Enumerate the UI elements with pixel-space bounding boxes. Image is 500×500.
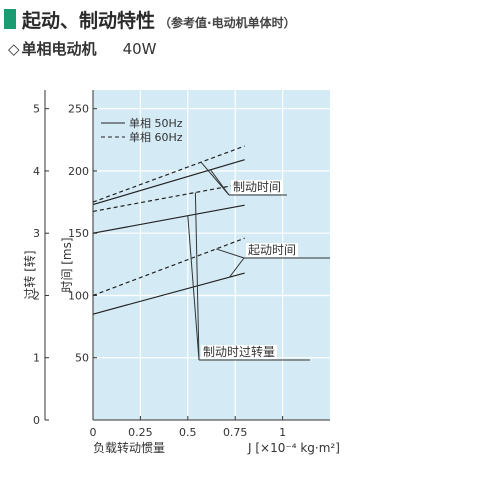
callout-label: 制动时间	[233, 180, 281, 194]
callout-leader	[187, 215, 200, 361]
callout-leader	[200, 161, 230, 196]
series-line-60hz	[92, 182, 245, 213]
series-line-50hz	[92, 159, 245, 206]
series-line-50hz	[92, 272, 245, 315]
diamond-icon: ◇	[8, 40, 20, 58]
motor-power: 40W	[122, 40, 157, 58]
series-line-60hz	[92, 237, 245, 297]
x-tick-label: 0.75	[223, 426, 248, 439]
overrun-tick-label: 4	[33, 165, 40, 178]
callout-leader	[216, 248, 245, 259]
x-axis-unit: J [×10⁻⁴ kg·m²]	[247, 441, 340, 455]
x-axis-label: 负载转动惯量	[93, 440, 165, 455]
callout-label-bg	[201, 345, 277, 359]
x-tick-label: 0.5	[179, 426, 197, 439]
series-line-60hz	[92, 145, 245, 203]
callout-leader	[229, 257, 245, 278]
x-tick-label: 0	[90, 426, 97, 439]
callout-label: 起动时间	[248, 243, 296, 257]
legend-label: 单相 60Hz	[129, 131, 183, 144]
callout-label: 制动时过转量	[203, 344, 275, 359]
motor-type: 单相电动机	[21, 40, 97, 58]
overrun-axis-label: 过转 [转]	[22, 250, 37, 299]
page-subtitle: （参考值·电动机单体时）	[159, 16, 296, 30]
y-tick-label: 100	[68, 289, 89, 302]
page-title: 起动、制动特性 （参考值·电动机单体时）	[22, 10, 296, 32]
y-tick-label: 200	[68, 165, 89, 178]
overrun-tick-label: 0	[33, 414, 40, 427]
overrun-tick-label: 1	[33, 352, 40, 365]
overrun-tick-label: 3	[33, 227, 40, 240]
section-heading: ◇ 单相电动机 40W	[8, 38, 156, 59]
legend-label: 单相 50Hz	[129, 117, 183, 130]
x-tick-label: 1	[279, 426, 286, 439]
overrun-tick-label: 2	[33, 289, 40, 302]
x-tick-label: 0.25	[128, 426, 153, 439]
overrun-tick-label: 5	[33, 103, 40, 116]
title-accent-bar	[4, 9, 16, 29]
y-tick-label: 150	[68, 227, 89, 240]
callout-label-bg	[231, 180, 283, 194]
y-tick-label: 250	[68, 103, 89, 116]
y-tick-label: 50	[75, 352, 89, 365]
callout-label-bg	[246, 243, 298, 257]
callout-leader	[194, 192, 200, 361]
series-line-50hz	[92, 204, 245, 234]
time-axis-label: 时间 [ms]	[60, 237, 74, 292]
